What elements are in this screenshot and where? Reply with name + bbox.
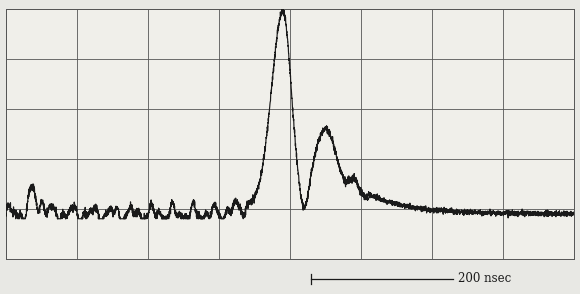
Text: 200 nsec: 200 nsec (458, 272, 511, 285)
